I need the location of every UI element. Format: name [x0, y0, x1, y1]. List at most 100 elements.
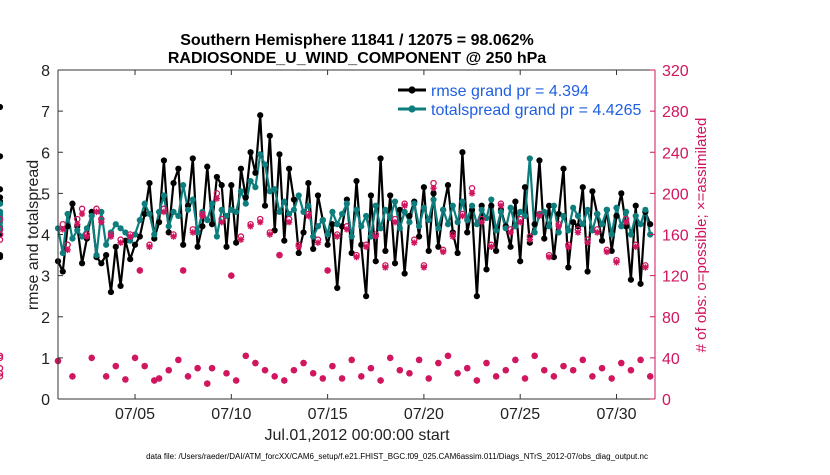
rmse-point — [98, 260, 105, 267]
obs-assimilated-point — [420, 264, 428, 271]
rmse-point — [305, 179, 312, 187]
obs-assimilated-point — [242, 352, 249, 360]
rmse-point — [598, 237, 606, 244]
totalspread-point — [545, 223, 553, 230]
rmse-point — [647, 221, 654, 228]
x-tick-label: 07/25 — [500, 406, 540, 423]
rmse-point — [314, 192, 322, 199]
rmse-point — [237, 165, 245, 172]
obs-assimilated-point — [223, 370, 230, 377]
totalspread-point — [406, 219, 413, 226]
rmse-point — [382, 247, 389, 255]
obs-assimilated-point — [497, 202, 505, 209]
totalspread-point — [247, 177, 254, 185]
totalspread-point — [233, 208, 240, 215]
obs-assimilated-point — [98, 218, 105, 226]
obs-assimilated-point — [473, 377, 481, 384]
rmse-point — [545, 202, 553, 209]
totalspread-point — [117, 225, 124, 232]
rmse-point — [136, 233, 143, 240]
rmse-point — [103, 251, 110, 259]
totalspread-point — [218, 206, 225, 213]
totalspread-point — [642, 206, 649, 213]
totalspread-point — [613, 204, 620, 211]
rmse-point — [334, 284, 341, 292]
y2-tick-label: 40 — [662, 351, 680, 368]
obs-assimilated-point — [444, 352, 452, 360]
obs-assimilated-point — [391, 218, 399, 226]
totalspread-point — [329, 208, 336, 215]
obs-assimilated-point — [507, 229, 514, 236]
totalspread-point — [98, 208, 105, 215]
y2-tick-label: 320 — [662, 63, 689, 80]
totalspread-point — [88, 212, 95, 220]
totalspread-point — [319, 217, 326, 224]
totalspread-point — [401, 208, 408, 215]
rmse-point — [247, 149, 254, 156]
totalspread-point — [594, 210, 601, 218]
rmse-point — [444, 182, 452, 189]
totalspread-point — [574, 212, 582, 220]
legend-spread-label: totalspread grand pr = 4.4265 — [431, 102, 641, 119]
obs-assimilated-point — [151, 377, 158, 384]
totalspread-point — [69, 235, 76, 242]
totalspread-point — [252, 184, 259, 191]
totalspread-point — [627, 231, 635, 238]
obs-assimilated-point — [584, 239, 591, 246]
obs-possible-point — [0, 373, 4, 380]
obs-assimilated-point — [122, 376, 129, 383]
y2-tick-label: 200 — [662, 186, 689, 203]
obs-assimilated-point — [285, 218, 293, 226]
totalspread-point — [478, 206, 485, 213]
y-tick-label: 0 — [41, 392, 50, 409]
obs-assimilated-point — [579, 356, 586, 364]
totalspread-point — [358, 223, 365, 230]
rmse-point — [281, 237, 288, 244]
totalspread-point — [353, 206, 360, 213]
obs-assimilated-point — [536, 212, 543, 220]
obs-assimilated-point — [555, 223, 562, 230]
y2-tick-label: 0 — [662, 392, 671, 409]
obs-possible-point — [0, 364, 4, 372]
rmse-point — [329, 221, 336, 228]
rmse-point — [156, 219, 163, 226]
obs-assimilated-point — [160, 208, 168, 216]
totalspread-point — [579, 221, 586, 228]
obs-assimilated-point — [184, 373, 192, 380]
rmse-point — [589, 188, 596, 195]
obs-assimilated-point — [83, 233, 91, 240]
rmse-point — [613, 212, 620, 220]
obs-assimilated-point — [271, 373, 278, 380]
obs-possible-point — [0, 231, 4, 238]
obs-assimilated-point — [266, 231, 274, 238]
obs-assimilated-point — [309, 370, 317, 377]
obs-assimilated-point — [512, 356, 519, 364]
y-axis-label: rmse and totalspread — [25, 160, 42, 310]
rmse-point — [521, 184, 529, 191]
totalspread-point — [78, 233, 86, 240]
totalspread-point — [141, 200, 148, 207]
totalspread-point — [83, 225, 90, 232]
rmse-point — [353, 177, 360, 185]
y2-tick-label: 80 — [662, 310, 680, 327]
legend-spread-marker — [408, 105, 416, 113]
rmse-point — [0, 103, 4, 111]
x-tick-label: 07/05 — [115, 406, 155, 423]
totalspread-point — [300, 208, 307, 215]
rmse-point — [338, 223, 346, 230]
obs-assimilated-point — [165, 367, 172, 374]
totalspread-point — [175, 212, 182, 220]
totalspread-point — [223, 212, 230, 220]
totalspread-point — [324, 231, 331, 238]
totalspread-point — [276, 208, 283, 215]
totalspread-point — [420, 204, 428, 211]
rmse-point — [112, 243, 119, 250]
totalspread-point — [156, 208, 163, 215]
rmse-point — [608, 247, 615, 255]
totalspread-point — [459, 198, 466, 205]
obs-assimilated-point — [545, 253, 553, 261]
obs-assimilated-point — [622, 218, 630, 226]
rmse-point — [213, 173, 220, 181]
obs-assimilated-point — [232, 377, 240, 384]
